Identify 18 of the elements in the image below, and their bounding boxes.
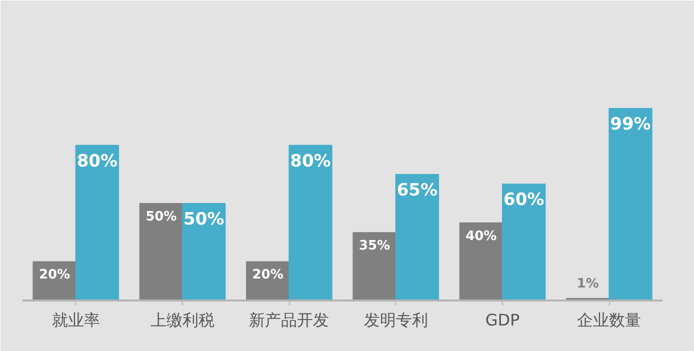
data-label: 99% xyxy=(610,114,651,134)
x-tick-label: 新产品开发 xyxy=(249,310,330,330)
data-label: 60% xyxy=(503,190,544,210)
data-label: 20% xyxy=(38,268,70,283)
x-tick-label: GDP xyxy=(485,310,520,330)
data-label: 80% xyxy=(76,151,118,172)
x-tick-label: 就业率 xyxy=(52,310,100,330)
data-label: 50% xyxy=(183,210,224,230)
data-label: 80% xyxy=(290,151,331,172)
x-tick-label: 上缴利税 xyxy=(150,310,214,330)
data-label: 35% xyxy=(358,238,390,254)
data-label: 1% xyxy=(576,276,599,292)
data-label: 65% xyxy=(396,180,438,200)
data-label: 50% xyxy=(146,210,177,225)
x-tick-label: 企业数量 xyxy=(577,310,642,330)
data-label: 40% xyxy=(466,228,497,244)
data-label: 20% xyxy=(252,268,284,283)
x-tick-label: 发明专利 xyxy=(364,310,428,330)
